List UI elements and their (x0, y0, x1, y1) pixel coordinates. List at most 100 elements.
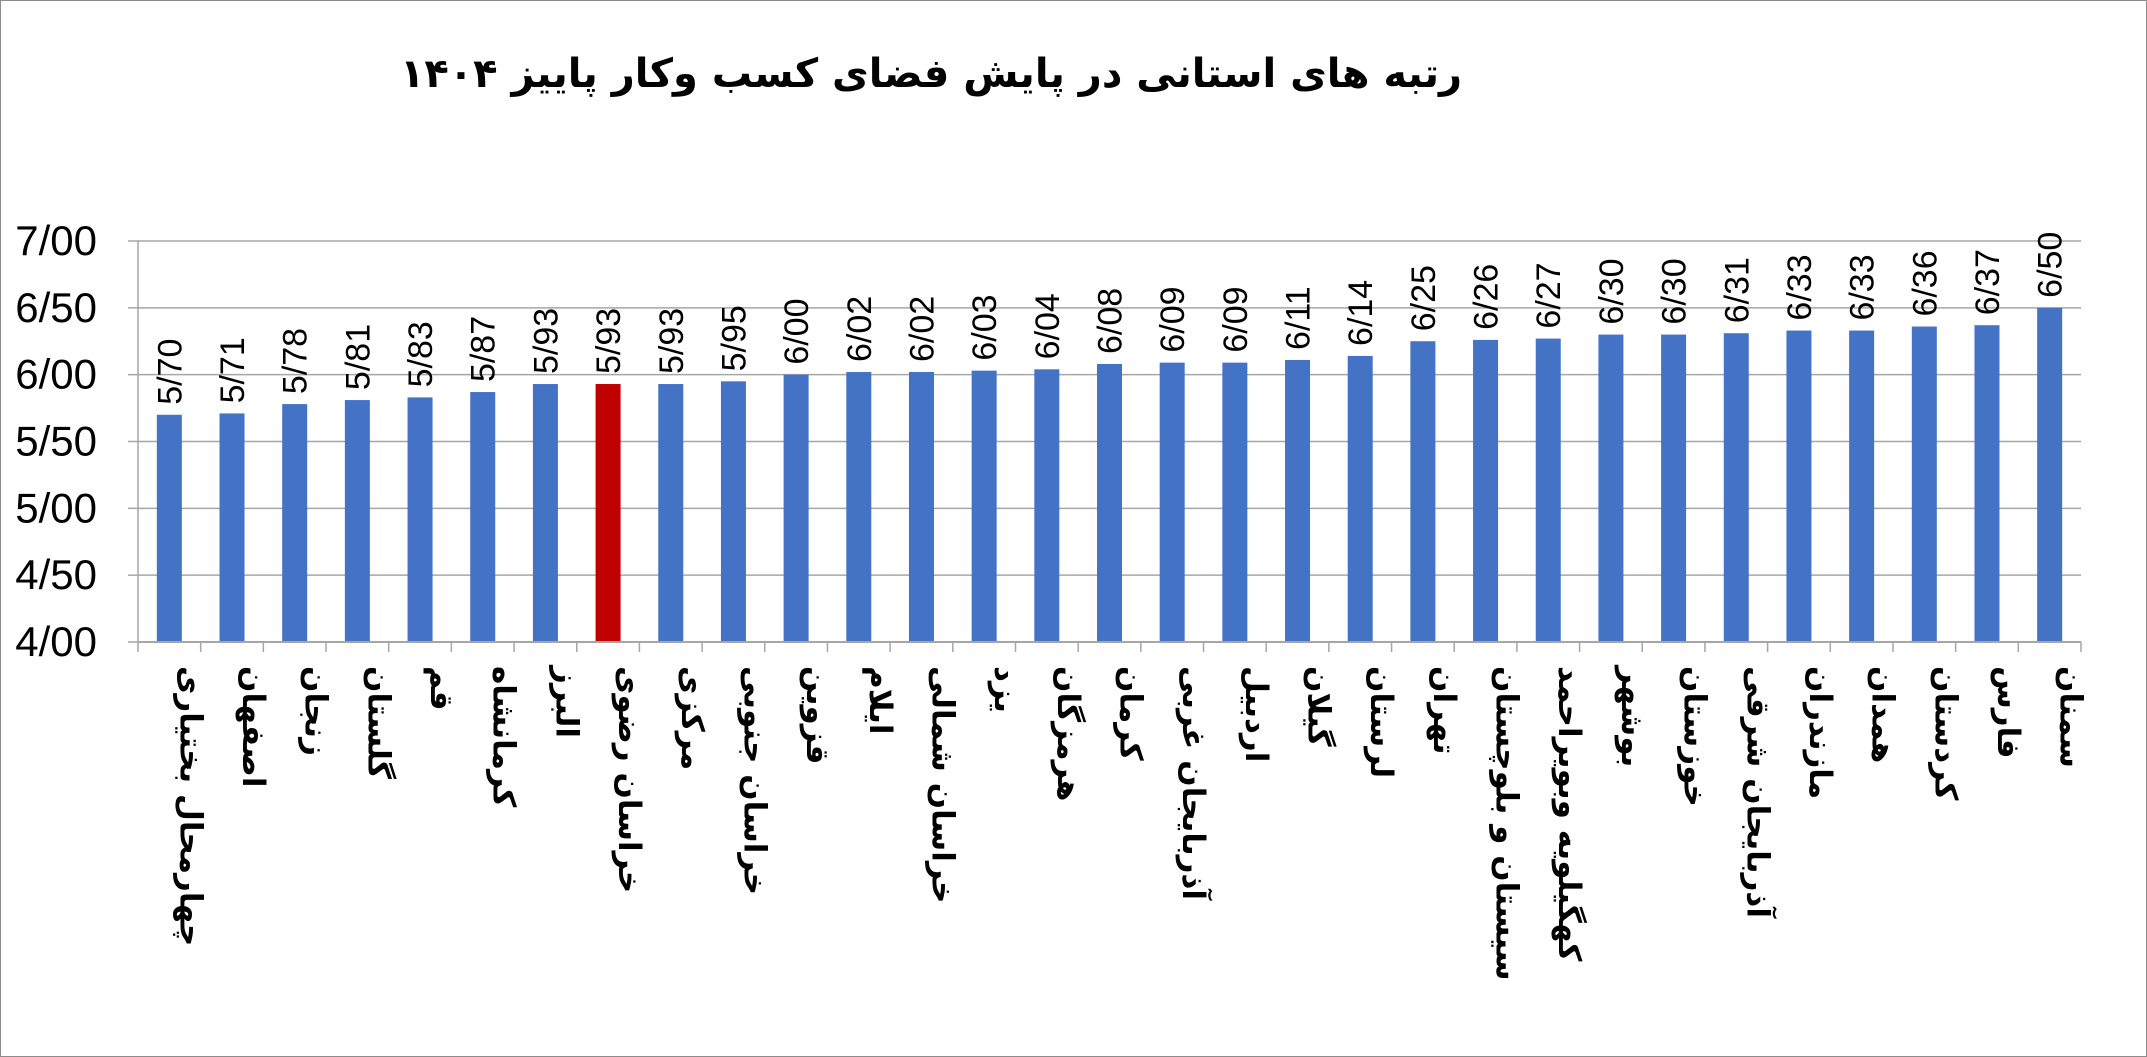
category-label: خراسان جنوبی (736, 666, 772, 895)
bar (219, 413, 245, 642)
category-label: لرستان (1363, 666, 1399, 778)
y-tick-label: 5/00 (15, 484, 97, 531)
category-label: مرکزی (674, 666, 710, 770)
bar (783, 374, 809, 642)
category-label: همدان (1865, 666, 1901, 763)
bar (344, 400, 370, 642)
value-label: 5/93 (590, 308, 628, 374)
category-label: سیستان و بلوچستان (1489, 666, 1525, 981)
bar (1849, 330, 1875, 642)
category-label: زنجان (298, 666, 334, 756)
category-label: اصفهان (235, 666, 271, 787)
category-label: سمنان (2053, 666, 2089, 768)
value-label: 6/09 (1154, 286, 1192, 352)
value-label: 6/30 (1656, 258, 1694, 324)
category-label: گیلان (1301, 666, 1338, 748)
value-label: 6/03 (966, 294, 1004, 360)
value-label: 6/09 (1217, 286, 1255, 352)
bar (470, 392, 496, 642)
category-label: آذربایجان غربی (1175, 666, 1213, 901)
category-label: قزوین (799, 666, 835, 764)
bar (1222, 362, 1248, 642)
bar (1661, 334, 1687, 642)
bar (595, 384, 621, 642)
category-label: خوزستان (1677, 666, 1713, 807)
y-axis-ticks: 4/00 4/50 5/00 5/50 6/00 6/50 7/00 (15, 217, 97, 665)
y-tick-label: 6/50 (15, 284, 97, 331)
category-labels: چهارمحال بختیاری اصفهان زنجان گلستان قم کرمان… (172, 664, 2088, 981)
category-label: ایلام (862, 666, 898, 735)
y-tick-label: 7/00 (15, 217, 97, 264)
category-label: آذربایجان شرقی (1739, 666, 1777, 919)
category-label: کردستان (1927, 666, 1963, 801)
category-label: یزد (987, 666, 1023, 713)
value-label: 5/81 (339, 324, 377, 390)
bar (1723, 333, 1749, 642)
bar (1974, 325, 2000, 642)
bar (1410, 341, 1436, 642)
bar (1598, 334, 1624, 642)
value-label: 5/87 (465, 316, 503, 382)
category-label: کرمانشاه (486, 666, 522, 808)
value-label: 5/93 (527, 308, 565, 374)
value-label: 6/11 (1280, 286, 1318, 350)
value-label: 5/95 (715, 305, 753, 371)
bar (1034, 369, 1060, 642)
value-label: 5/78 (277, 328, 315, 394)
value-label: 6/33 (1844, 254, 1882, 320)
bar (532, 384, 558, 642)
value-label: 6/33 (1781, 254, 1819, 320)
bar (658, 384, 684, 642)
category-label: چهارمحال بختیاری (172, 666, 208, 946)
category-label: خراسان رضوی (611, 666, 647, 893)
value-label: 6/30 (1593, 258, 1631, 324)
value-label: 6/31 (1718, 257, 1756, 323)
y-tick-label: 6/00 (15, 351, 97, 398)
value-label: 6/14 (1342, 280, 1380, 346)
x-axis (137, 641, 2082, 652)
value-label: 6/02 (903, 296, 941, 362)
category-label: تهران (1426, 666, 1462, 754)
value-label: 6/50 (2032, 232, 2070, 298)
category-label: گلستان (360, 666, 397, 780)
value-label: 6/04 (1029, 293, 1067, 359)
category-label: اردبیل (1238, 666, 1274, 762)
value-label: 5/71 (214, 337, 252, 403)
bar (971, 370, 997, 642)
bar (282, 404, 308, 642)
category-label: بوشهر (1614, 664, 1650, 767)
bar (1285, 359, 1311, 642)
bar (156, 414, 182, 642)
y-tick-label: 4/00 (15, 618, 97, 665)
bar (1911, 326, 1937, 642)
chart-title: رتبه های استانی در پایش فضای کسب وکار پا… (400, 51, 1462, 97)
bar (908, 371, 934, 642)
value-label: 6/27 (1530, 262, 1568, 328)
bar (1535, 338, 1561, 642)
value-label: 6/36 (1906, 250, 1944, 316)
bar (2037, 307, 2063, 642)
bar (1097, 363, 1122, 642)
y-tick-label: 5/50 (15, 418, 97, 465)
category-label: کرمان (1113, 666, 1149, 762)
value-label: 6/00 (778, 298, 816, 364)
category-label: قم (423, 666, 459, 711)
bar (1473, 339, 1499, 642)
bar (1347, 355, 1373, 642)
category-label: فارس (1990, 666, 2026, 759)
value-label: 6/25 (1405, 265, 1443, 331)
category-label: مازندران (1802, 666, 1838, 799)
value-labels: 5/70 5/71 5/78 5/81 5/83 5/87 5/93 5/93 5/93 5/95… (151, 232, 2069, 405)
bar (846, 371, 872, 642)
value-label: 6/08 (1092, 288, 1130, 354)
value-label: 5/70 (151, 339, 189, 405)
bars (156, 307, 2063, 642)
y-tick-label: 4/50 (15, 551, 97, 598)
bar (720, 381, 746, 642)
category-label: هرمزگان (1050, 666, 1087, 801)
bar (1786, 330, 1812, 642)
value-label: 5/83 (402, 321, 440, 387)
value-label: 5/93 (653, 308, 691, 374)
